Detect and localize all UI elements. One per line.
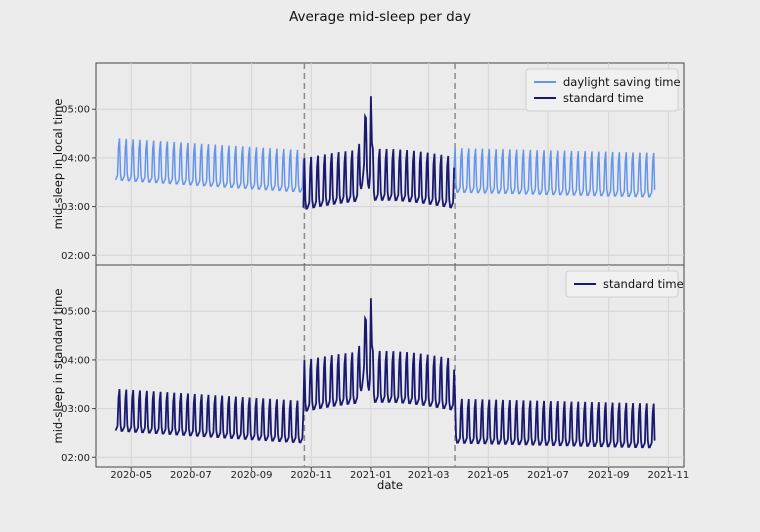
top-panel: 02:00 03:00 04:00 05:00 mid-sleep in local … [51,62,685,269]
x-tick-label: 2020-11 [290,470,332,481]
x-tick-label: 2021-05 [467,470,509,481]
x-tick-label: 2021-07 [527,470,569,481]
top-panel-legend: daylight saving time standard time [525,68,681,112]
top-panel-y-axis-label: mid-sleep in local time [51,99,65,230]
x-tick-label: 2021-11 [647,470,689,481]
x-tick-label: 2021-01 [350,470,392,481]
top-panel-series [114,96,656,210]
legend-box [565,270,679,298]
y-tick-label: 02:00 [61,453,90,464]
y-tick-label: 04:00 [61,355,90,366]
x-tick-label: 2021-03 [408,470,450,481]
chart-title: Average mid-sleep per day [289,9,471,25]
legend-box [525,68,679,112]
x-axis-label: date [377,478,403,492]
y-tick-label: 03:00 [61,404,90,415]
series-line-daylight-saving-time [114,138,305,193]
x-axis-ticks: 2020-05 2020-07 2020-09 2020-11 2021-01 2021-… [110,470,689,481]
legend-label: standard time [603,277,684,291]
x-tick-label: 2020-09 [231,470,273,481]
x-tick-label: 2020-05 [110,470,152,481]
bottom-panel-y-axis-label: mid-sleep in standard time [51,289,65,444]
bottom-panel: 02:00 03:00 04:00 05:00 mid-sleep in standa… [51,264,685,471]
y-tick-label: 05:00 [61,105,90,116]
x-tick-label: 2021-09 [588,470,630,481]
top-panel-y-ticks: 02:00 03:00 04:00 05:00 [61,105,96,262]
y-tick-label: 04:00 [61,153,90,164]
series-line-standard-time [114,298,656,449]
series-line-standard-time [302,96,455,210]
legend-label: daylight saving time [563,75,681,89]
bottom-panel-legend: standard time [565,270,684,298]
bottom-panel-y-ticks: 02:00 03:00 04:00 05:00 [61,307,96,464]
bottom-panel-series [114,298,656,449]
legend-label: standard time [563,91,644,105]
y-tick-label: 03:00 [61,202,90,213]
y-tick-label: 02:00 [61,251,90,262]
x-tick-label: 2020-07 [170,470,212,481]
y-tick-label: 05:00 [61,307,90,318]
series-line-daylight-saving-time [453,148,656,198]
